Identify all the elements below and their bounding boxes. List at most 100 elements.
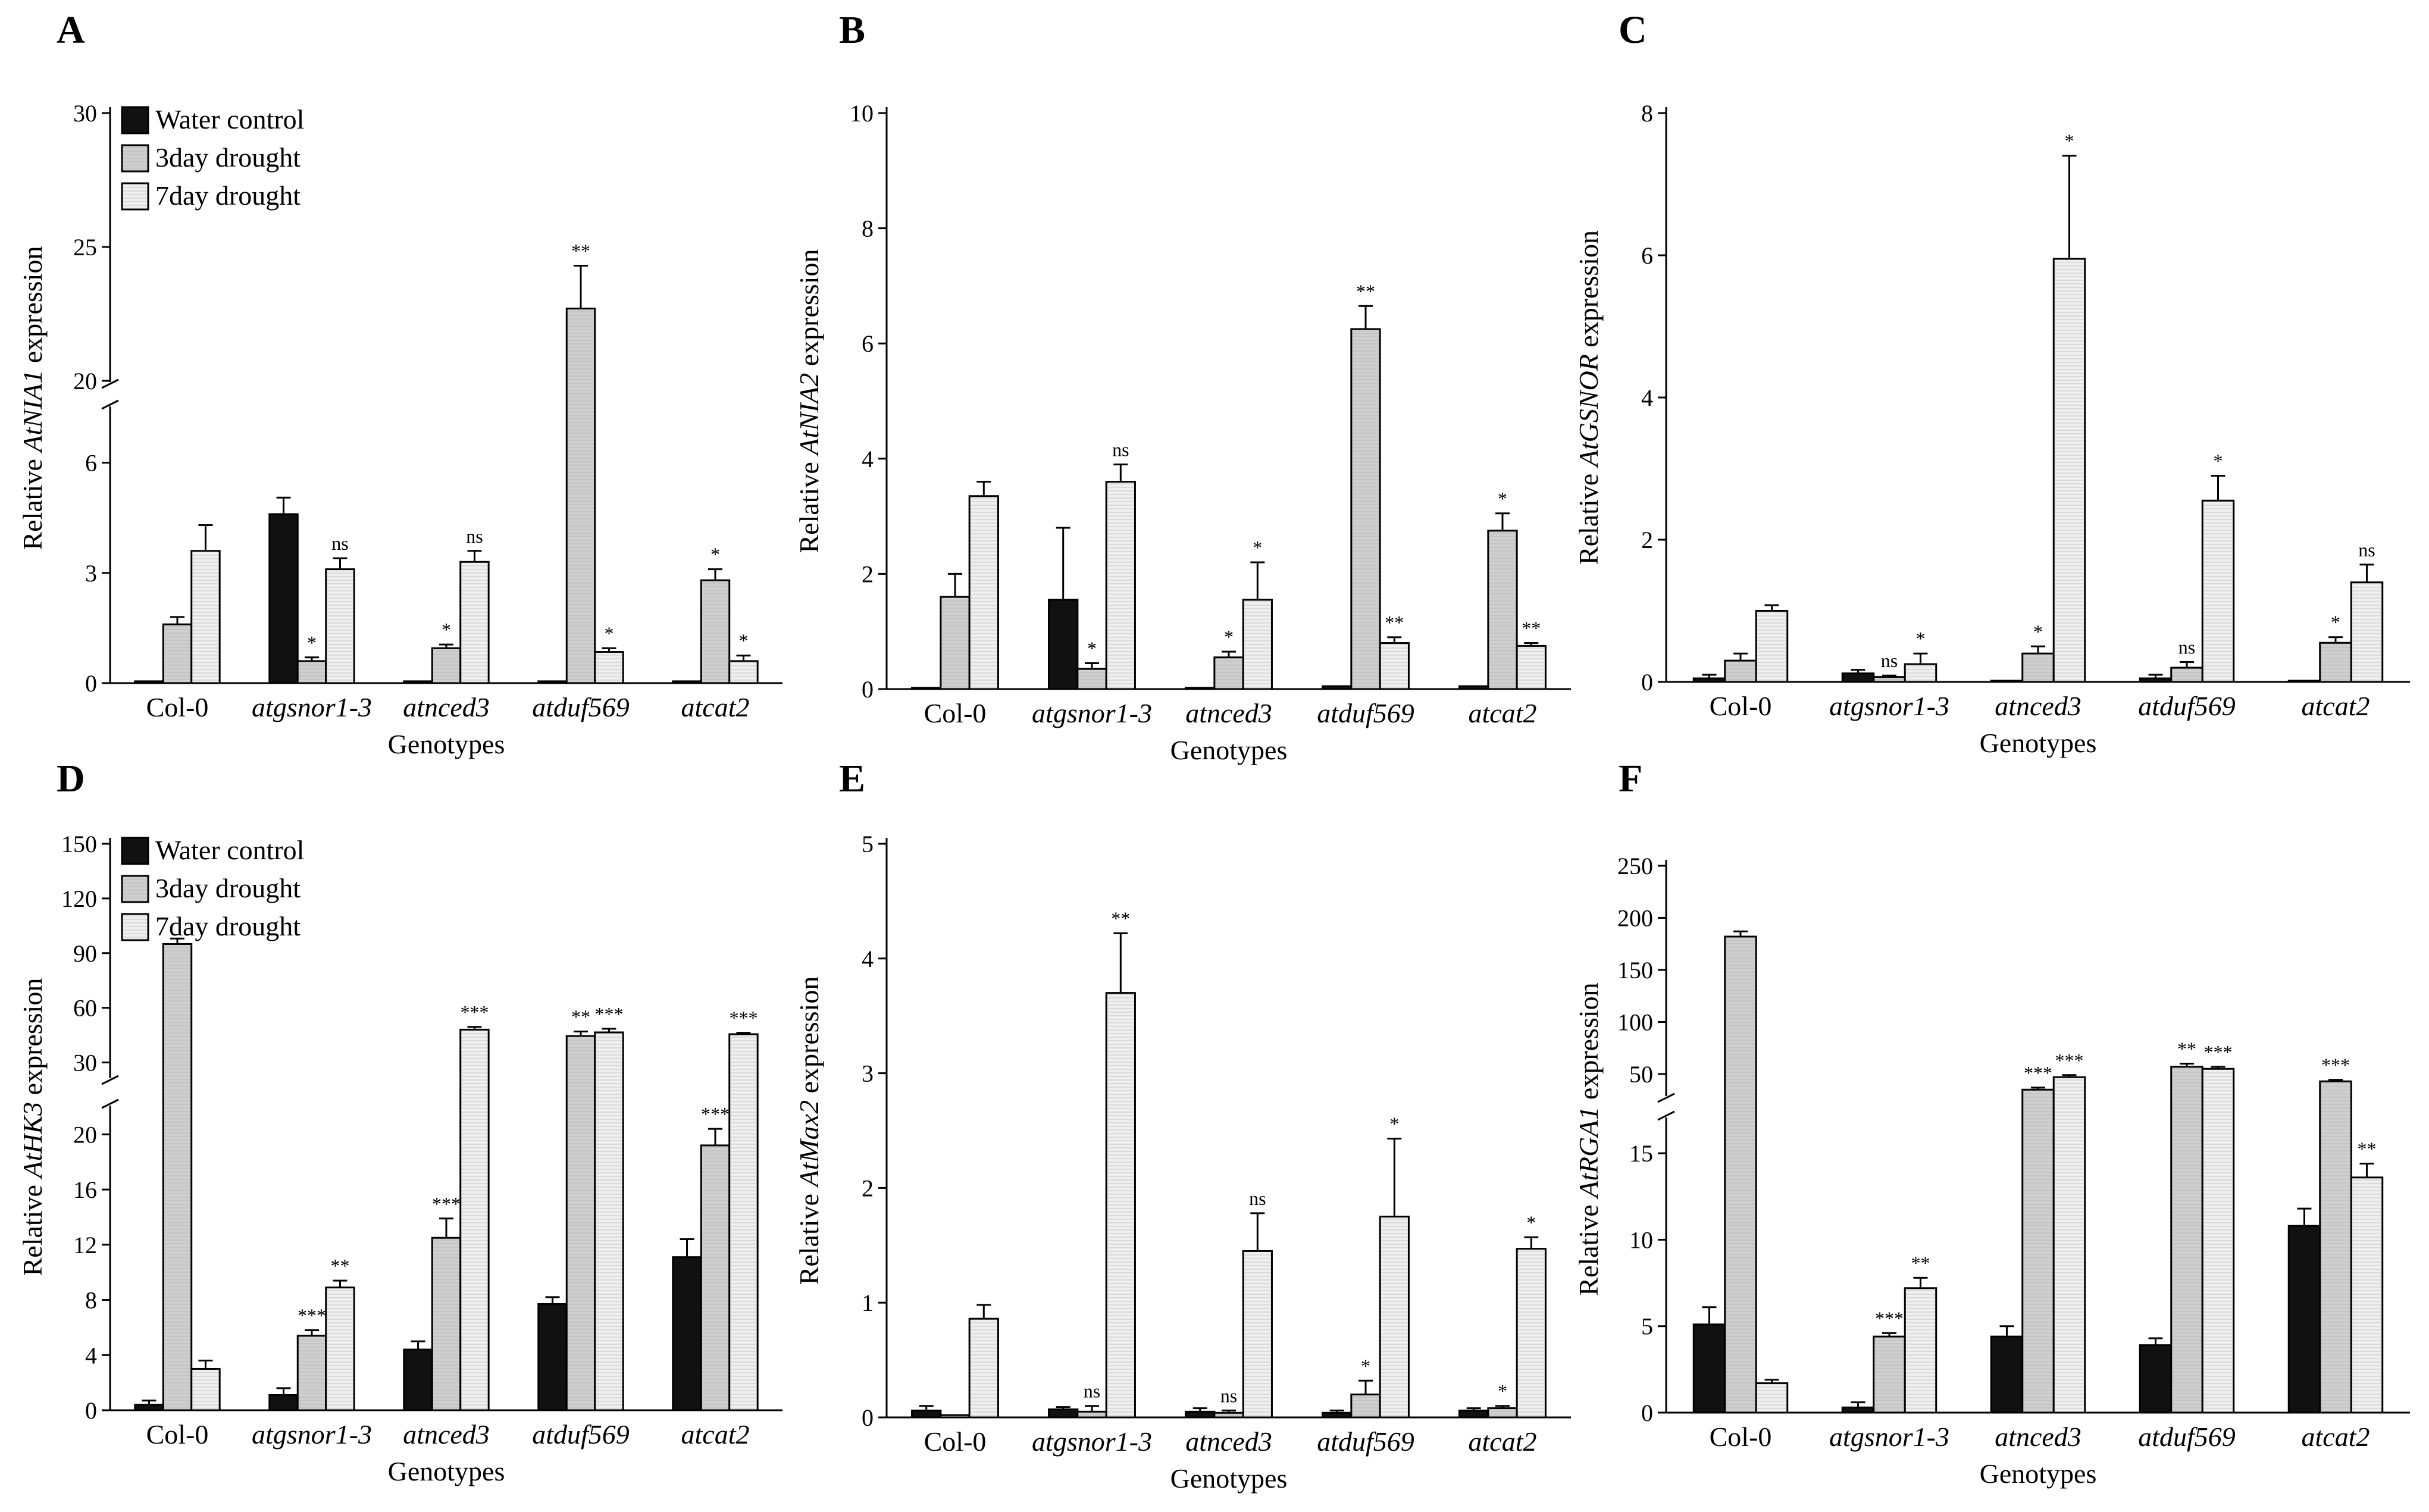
legend-swatch <box>121 144 149 173</box>
legend-swatch <box>121 875 149 903</box>
y-tick-label: 120 <box>61 885 97 912</box>
y-tick-label: 20 <box>73 1121 97 1148</box>
y-tick-label: 0 <box>862 676 874 703</box>
y-tick-label: 0 <box>1641 1400 1653 1426</box>
significance-label: *** <box>594 1003 623 1025</box>
x-axis-title: Genotypes <box>388 729 505 759</box>
significance-label: *** <box>729 1007 758 1029</box>
significance-label: ns <box>1112 439 1129 460</box>
significance-label: ** <box>2358 1138 2377 1160</box>
bar <box>594 1031 624 1411</box>
y-tick-label: 3 <box>862 1060 874 1087</box>
y-tick-label: 8 <box>862 215 874 242</box>
y-tick-label: 2 <box>862 1175 874 1201</box>
bar <box>2170 666 2203 683</box>
x-tick-label: atcat2 <box>681 1419 750 1450</box>
bar <box>1841 1406 1875 1414</box>
bar <box>1458 1409 1489 1419</box>
bar <box>2021 652 2055 683</box>
bar <box>2052 258 2086 683</box>
legend-label: 7day drought <box>155 180 301 211</box>
x-tick-label: atgsnor1-3 <box>1829 1422 1949 1452</box>
bar <box>2350 1176 2384 1414</box>
significance-label: *** <box>2204 1041 2233 1063</box>
significance-label: * <box>1498 488 1507 509</box>
bar <box>2319 1080 2352 1414</box>
x-axis-title: Genotypes <box>388 1456 505 1486</box>
significance-label: * <box>2214 450 2223 471</box>
bar <box>911 687 942 690</box>
axis-break-gap <box>98 382 782 406</box>
y-tick-label: 10 <box>850 100 874 127</box>
panel-letter: B <box>839 8 865 52</box>
y-tick-label: 4 <box>1641 384 1653 411</box>
y-axis-title: Relative AtNIA2 expression <box>794 249 824 553</box>
y-axis-title-prefix: Relative <box>794 1187 824 1285</box>
y-tick-label: 25 <box>73 234 97 261</box>
panel-letter: C <box>1619 8 1647 52</box>
y-tick-label: 3 <box>85 560 97 587</box>
bar <box>1724 935 1757 1414</box>
significance-label: *** <box>460 1001 489 1023</box>
panel-e: E 0 1 2 3 4 5 Relative AtMax2 expression Col-0 ns… <box>794 757 1571 1494</box>
y-axis-title-gene: AtGSNOR <box>1573 354 1604 468</box>
y-tick-label: 30 <box>73 100 97 127</box>
y-tick-label: 50 <box>1629 1061 1653 1088</box>
bar <box>2170 1066 2203 1414</box>
bar <box>1904 663 1937 683</box>
y-axis-title: Relative AtHK3 expression <box>17 978 48 1276</box>
bar <box>1458 685 1489 690</box>
bar <box>1185 687 1216 690</box>
x-tick-label: atnced3 <box>403 692 490 722</box>
bar <box>1076 668 1107 690</box>
significance-label: ns <box>2178 637 2195 658</box>
bar <box>1105 481 1136 690</box>
bar <box>1841 672 1875 683</box>
y-tick-label: 0 <box>862 1404 874 1431</box>
y-axis-title-gene: AtRGA1 <box>1573 1107 1604 1200</box>
significance-label: * <box>442 619 451 640</box>
y-tick-label: 2 <box>1641 527 1653 553</box>
x-tick-label: Col-0 <box>924 1426 987 1457</box>
bar <box>431 1236 462 1411</box>
bar <box>459 561 490 684</box>
y-tick-label: 4 <box>85 1342 97 1369</box>
bar <box>1990 1335 2024 1414</box>
bar <box>1724 659 1757 683</box>
bar <box>1350 328 1381 690</box>
legend-swatch <box>121 837 149 865</box>
bar <box>968 495 999 690</box>
y-tick-label: 6 <box>85 450 97 477</box>
y-axis-title-suffix: expression <box>794 976 824 1100</box>
significance-label: * <box>1361 1355 1370 1376</box>
bar <box>431 647 462 684</box>
bar <box>940 596 971 690</box>
axis-break-mark <box>1657 1110 1675 1121</box>
significance-label: ns <box>1084 1380 1100 1402</box>
bar <box>162 943 193 1411</box>
y-axis-title-prefix: Relative <box>1573 467 1604 565</box>
bar <box>134 1404 164 1411</box>
panel-f: F 0 5 10 15 50 100 150 200 250 Relative AtRGA1 exp… <box>1573 757 2410 1489</box>
panel-letter: A <box>57 8 85 52</box>
bar <box>1185 1410 1216 1419</box>
bar <box>672 1256 702 1411</box>
significance-label: *** <box>2321 1054 2350 1076</box>
bar <box>700 1144 731 1411</box>
bar <box>940 1414 971 1419</box>
bar <box>2319 641 2352 683</box>
y-axis-title: Relative AtMax2 expression <box>794 976 824 1285</box>
y-axis-title-suffix: expression <box>17 246 48 370</box>
bar <box>1516 1248 1547 1419</box>
y-axis-title-prefix: Relative <box>1573 1198 1604 1296</box>
significance-label: * <box>1498 1380 1507 1402</box>
significance-label: * <box>604 622 613 644</box>
bar <box>1755 610 1789 683</box>
y-tick-label: 5 <box>862 831 874 857</box>
x-tick-label: atgsnor1-3 <box>1032 1426 1152 1457</box>
x-tick-label: atgsnor1-3 <box>252 1419 372 1450</box>
bar <box>1048 1408 1079 1419</box>
significance-label: ns <box>1881 650 1898 671</box>
y-axis-title-prefix: Relative <box>794 455 824 553</box>
